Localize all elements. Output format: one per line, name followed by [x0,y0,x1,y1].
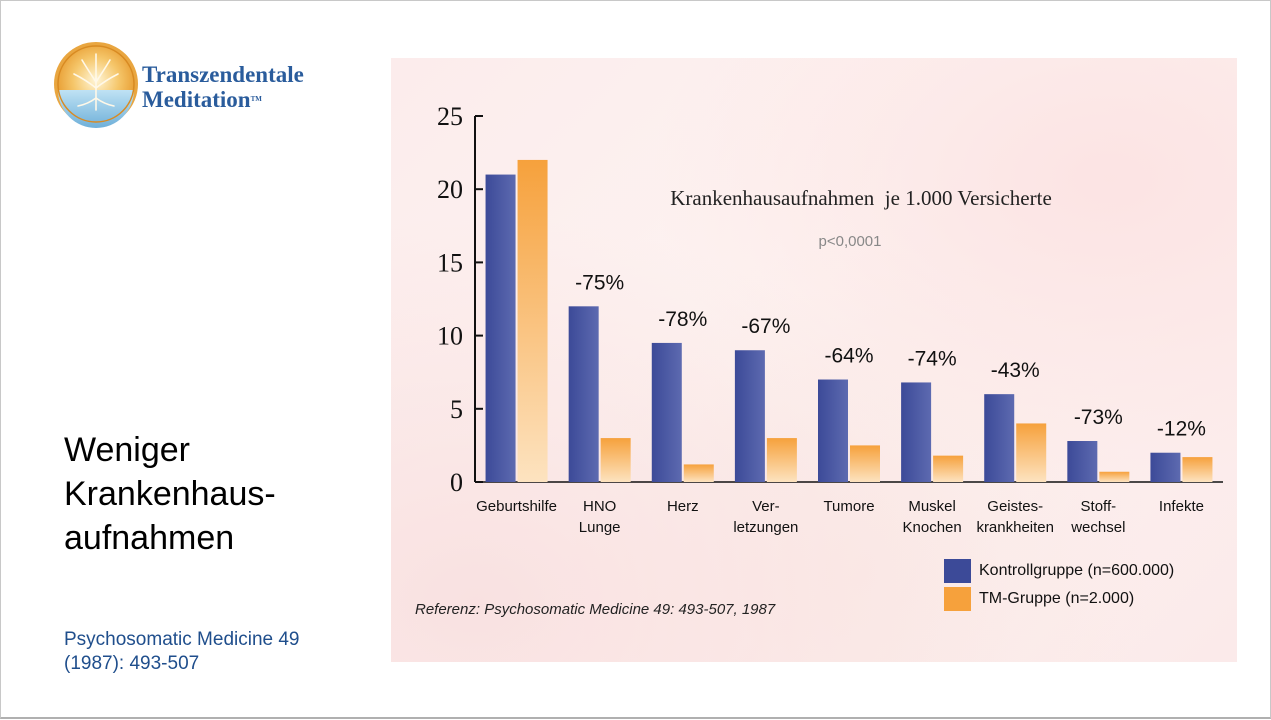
x-tick-label: letzungen [733,519,798,536]
legend-label-tm: TM-Gruppe (n=2.000) [979,590,1135,607]
bar-tm [1099,471,1130,482]
reduction-label: -74% [908,347,957,370]
chart-subtitle: p<0,0001 [819,233,882,250]
x-tick-label: Ver- [752,498,780,515]
slide-title-line2: Krankenhaus- [64,475,276,513]
bar-control [734,350,765,482]
y-tick-label: 15 [437,248,463,277]
x-tick-label: HNO [583,498,616,515]
reduction-label: -12% [1157,418,1206,441]
x-tick-label: Stoff- [1081,498,1117,515]
bar-tm [517,159,548,483]
brand-name-line2: MeditationTM [142,87,262,112]
bar-tm [850,445,880,482]
legend-label-control: Kontrollgruppe (n=600.000) [979,562,1175,579]
chart-reference: Referenz: Psychosomatic Medicine 49: 493… [415,601,776,618]
reduction-label: -73% [1074,406,1123,429]
x-tick-label: Herz [667,498,699,515]
y-tick-label: 20 [437,175,463,204]
bar-tm [683,464,714,482]
legend-item-control: Kontrollgruppe (n=600.000) [944,558,1174,584]
legend-swatch-tm [944,587,971,611]
side-reference-line1: Psychosomatic Medicine 49 [64,629,300,650]
reduction-label: -43% [991,359,1040,382]
slide-title-line3: aufnahmen [64,519,235,557]
bar-control [818,379,848,482]
brand-name-line1: Transzendentale [142,62,304,87]
bar-control [485,174,516,482]
bar-tm [1182,457,1213,482]
side-reference-line2: (1987): 493-507 [64,653,200,674]
chart-title: Krankenhausaufnahmen je 1.000 Versichert… [670,186,1052,210]
x-tick-label: Muskel [908,498,956,515]
x-tick-label: Infekte [1159,498,1204,515]
y-tick-label: 5 [450,395,463,424]
y-tick-label: 0 [450,468,463,497]
reduction-label: -64% [824,345,873,368]
bar-control [984,394,1015,482]
trademark-mark: TM [250,95,262,103]
bar-control [1067,441,1098,482]
x-tick-label: wechsel [1070,519,1125,536]
x-tick-label: Lunge [579,519,621,536]
reduction-label: -78% [658,308,707,331]
bar-chart: 0 5 10 15 20 25 Krankenhausaufnahmen je 1.000 … [437,102,1223,536]
bar-control [901,382,932,482]
reduction-label: -75% [575,271,624,294]
reduction-label: -67% [741,315,790,338]
legend-item-tm: TM-Gruppe (n=2.000) [944,586,1174,612]
bar-control [651,342,682,482]
chart-legend: Kontrollgruppe (n=600.000) TM-Gruppe (n=… [944,558,1174,614]
brand-logo: Transzendentale MeditationTM [52,40,352,128]
bar-control [568,306,599,482]
x-tick-label: krankheiten [976,519,1054,536]
bar-tm [766,438,797,482]
x-tick-label: Geburtshilfe [476,498,557,515]
x-tick-label: Tumore [823,498,874,515]
y-tick-label: 10 [437,322,463,351]
bar-tm [1016,423,1047,482]
slide-title: Weniger Krankenhaus- aufnahmen [64,428,276,560]
y-tick-label: 25 [437,102,463,131]
legend-swatch-control [944,559,971,583]
brand-name: Transzendentale MeditationTM [142,62,304,112]
side-reference: Psychosomatic Medicine 49 (1987): 493-50… [64,628,300,676]
x-tick-label: Geistes- [987,498,1043,515]
tree-emblem-icon [54,42,138,128]
bar-control [1150,452,1181,482]
bar-tm [933,455,964,482]
bar-tm [600,438,631,482]
slide-title-line1: Weniger [64,431,190,469]
x-tick-label: Knochen [903,519,962,536]
